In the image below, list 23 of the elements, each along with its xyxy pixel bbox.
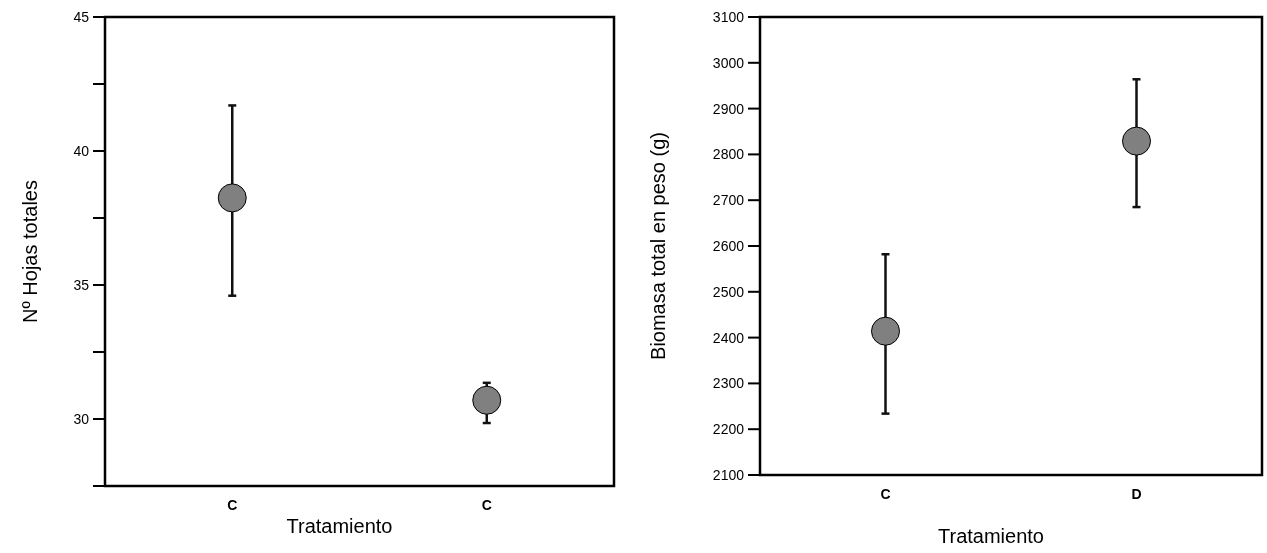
y-axis-title: Nº Hojas totales bbox=[19, 180, 41, 323]
y-tick-label: 2700 bbox=[712, 192, 745, 209]
y-tick-label: 30 bbox=[73, 411, 90, 427]
y-tick-label: 45 bbox=[73, 9, 90, 25]
x-axis-title: Tratamiento bbox=[286, 515, 393, 537]
y-tick-label: 2800 bbox=[712, 146, 745, 163]
x-tick-label: C bbox=[880, 486, 891, 502]
y-tick-label: 40 bbox=[73, 143, 90, 159]
y-tick-label: 2400 bbox=[712, 329, 745, 346]
y-tick-label: 3000 bbox=[712, 54, 745, 71]
y-tick-label: 2100 bbox=[712, 467, 745, 483]
x-axis-title: Tratamiento bbox=[938, 525, 1044, 547]
y-tick-label: 2600 bbox=[712, 238, 745, 254]
y-tick-label: 2300 bbox=[712, 375, 745, 392]
y-axis-title: Biomasa total en peso (g) bbox=[647, 132, 669, 360]
y-tick-label: 2500 bbox=[712, 283, 745, 300]
y-tick-label: 2900 bbox=[712, 100, 745, 117]
x-tick-label: D bbox=[1131, 486, 1142, 502]
y-tick-label: 2200 bbox=[712, 421, 745, 438]
x-tick-label: C bbox=[227, 497, 238, 513]
y-tick-label: 35 bbox=[73, 277, 90, 293]
x-tick-label: C bbox=[481, 497, 492, 513]
y-tick-label: 3100 bbox=[712, 9, 745, 25]
